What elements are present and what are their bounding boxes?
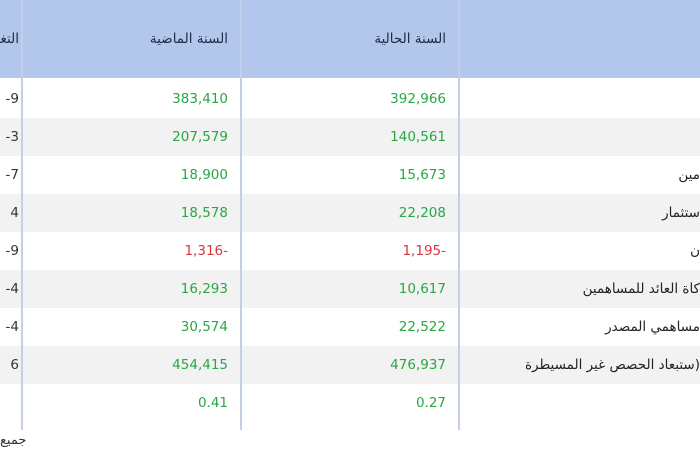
table-row: 4 18,578 22,208 ستثمار	[0, 194, 700, 232]
table-row: 0.41 0.27	[0, 384, 700, 422]
cell-last-year: 18,578	[180, 205, 228, 221]
cell-last-year: 0.41	[197, 395, 228, 411]
cell-change: -3	[5, 129, 19, 145]
cell-item: مساهمي المصدر	[605, 319, 700, 335]
cell-last-year: 1,316-	[184, 243, 228, 259]
cell-last-year: 454,415	[172, 357, 228, 373]
cell-change: -7	[5, 167, 19, 183]
cell-current-year: 476,937	[390, 357, 446, 373]
table-row: -4 30,574 22,522 مساهمي المصدر	[0, 308, 700, 346]
cell-change: 4	[10, 205, 19, 221]
cell-current-year: 0.27	[415, 395, 446, 411]
cell-change: -4	[5, 319, 19, 335]
cell-item: كاة العائد للمساهمين	[582, 281, 700, 297]
column-divider	[240, 0, 242, 430]
cell-change: -9	[5, 243, 19, 259]
table-row: -7 18,900 15,673 مين	[0, 156, 700, 194]
cell-item: مين	[678, 167, 700, 183]
header-change: التغير	[0, 31, 19, 47]
cell-change: -9	[5, 91, 19, 107]
cell-last-year: 16,293	[180, 281, 228, 297]
cell-item	[460, 384, 700, 422]
cell-item	[460, 80, 700, 118]
cell-last-year: 30,574	[180, 319, 228, 335]
cell-change: 6	[10, 357, 19, 373]
cell-item: ستثمار	[662, 205, 700, 221]
column-divider	[21, 0, 23, 430]
cell-item: ن	[690, 243, 700, 259]
cell-current-year: 10,617	[398, 281, 446, 297]
header-last-year: السنة الماضية	[149, 31, 228, 47]
table-header: التغير السنة الماضية السنة الحالية	[0, 0, 700, 78]
cell-current-year: 22,522	[398, 319, 446, 335]
table-row: 6 454,415 476,937 ستبعاد الحصص غير المسيطرة…	[0, 346, 700, 384]
column-divider	[458, 0, 460, 430]
header-current-year: السنة الحالية	[374, 31, 446, 47]
cell-current-year: 140,561	[390, 129, 446, 145]
cell-current-year: 22,208	[398, 205, 446, 221]
header-item	[460, 0, 700, 78]
cell-change	[0, 384, 21, 422]
cell-current-year: 392,966	[390, 91, 446, 107]
table-row: -9 383,410 392,966	[0, 80, 700, 118]
footnote: جميع	[0, 432, 27, 448]
table-row: -4 16,293 10,617 كاة العائد للمساهمين	[0, 270, 700, 308]
table-row: -9 1,316- 1,195- ن	[0, 232, 700, 270]
cell-last-year: 18,900	[180, 167, 228, 183]
financial-table: التغير السنة الماضية السنة الحالية -9 383…	[0, 0, 700, 430]
cell-last-year: 383,410	[172, 91, 228, 107]
cell-item	[460, 118, 700, 156]
cell-last-year: 207,579	[172, 129, 228, 145]
cell-current-year: 1,195-	[402, 243, 446, 259]
cell-item: ستبعاد الحصص غير المسيطرة)	[524, 357, 700, 373]
cell-current-year: 15,673	[398, 167, 446, 183]
cell-change: -4	[5, 281, 19, 297]
table-row: -3 207,579 140,561	[0, 118, 700, 156]
